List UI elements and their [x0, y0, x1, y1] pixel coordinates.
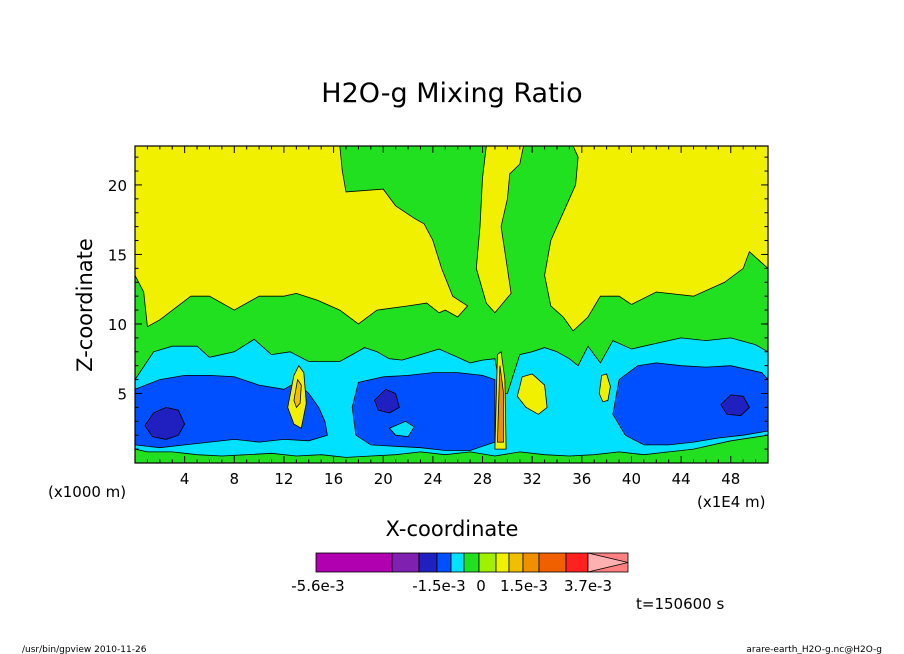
- x-tick-label: 16: [324, 470, 343, 488]
- x-tick-label: 44: [672, 470, 691, 488]
- x-tick-label: 28: [473, 470, 492, 488]
- contour-region-deep-blue-3: [720, 394, 750, 417]
- x-tick-label: 4: [180, 470, 190, 488]
- colorbar-label-2: -1.5e-3: [412, 577, 465, 595]
- contour-region-deep-blue-2: [374, 388, 400, 414]
- chart-title: H2O-g Mixing Ratio: [321, 78, 582, 109]
- plot-area: [134, 145, 769, 464]
- footer-left: /usr/bin/gpview 2010-11-26: [22, 645, 147, 654]
- x-axis-label: X-coordinate: [386, 517, 519, 541]
- colorbar-segment: [495, 552, 510, 573]
- contour-region-blue-mid: [351, 372, 496, 451]
- colorbar-segment: [315, 552, 393, 573]
- y-axis-label: Z-coordinate: [73, 238, 97, 372]
- colorbar-segment: [478, 552, 497, 573]
- colorbar-segment: [450, 552, 465, 573]
- x-tick-label: 48: [721, 470, 740, 488]
- colorbar-label-4: 1.5e-3: [500, 577, 548, 595]
- y-axis-ticks: 5 10 15 20: [108, 156, 768, 450]
- y-tick-label: 20: [108, 177, 127, 195]
- x-tick-label: 12: [274, 470, 293, 488]
- x-tick-label: 40: [622, 470, 641, 488]
- colorbar-segment: [522, 552, 540, 573]
- contour-region-yellow-blob-1: [516, 373, 548, 415]
- y-tick-label: 10: [108, 316, 127, 334]
- contour-region-yellow-upper-mid: [475, 146, 524, 314]
- contour-region-blue-right: [612, 362, 768, 446]
- plot-frame: [134, 145, 769, 464]
- colorbar-segment: [463, 552, 480, 573]
- x-tick-label: 32: [523, 470, 542, 488]
- colorbar-segment: [538, 552, 567, 573]
- colorbar-segment: [391, 552, 420, 573]
- contour-region-yellow-blob-2: [598, 373, 611, 403]
- contour-region-orange-plume-1: [293, 378, 302, 409]
- x-tick-label: 36: [572, 470, 591, 488]
- colorbar-segment: [565, 552, 589, 573]
- x-tick-label: 24: [423, 470, 442, 488]
- colorbar-label-1: -5.6e-3: [291, 577, 344, 595]
- x-unit-left: (x1000 m): [48, 483, 126, 501]
- x-axis-ticks: 4 8 12 16 20 24 28 32 36 40 44 48: [146, 146, 757, 488]
- colorbar: [315, 552, 629, 573]
- time-label: t=150600 s: [636, 595, 724, 613]
- footer-right: arare-earth_H2O-g.nc@H2O-g: [746, 645, 882, 654]
- colorbar-segment: [418, 552, 438, 573]
- x-tick-label: 8: [230, 470, 240, 488]
- x-unit-right: (x1E4 m): [697, 493, 766, 511]
- colorbar-arrow: [587, 552, 629, 573]
- colorbar-label-3: 0: [476, 577, 486, 595]
- colorbar-segment: [436, 552, 452, 573]
- contour-region-yellow-upper-left: [135, 146, 469, 328]
- y-tick-label: 5: [117, 385, 127, 403]
- contour-region-cyan-inner: [388, 420, 415, 438]
- colorbar-segment: [508, 552, 524, 573]
- colorbar-label-5: 3.7e-3: [564, 577, 612, 595]
- contour-region-deep-blue-1: [144, 406, 186, 440]
- x-tick-label: 20: [374, 470, 393, 488]
- y-tick-label: 15: [108, 246, 127, 264]
- contour-region-yellow-upper-right: [544, 146, 768, 332]
- contour-region-blue-left: [135, 374, 328, 449]
- contour-region-orange-plume-2: [496, 365, 505, 443]
